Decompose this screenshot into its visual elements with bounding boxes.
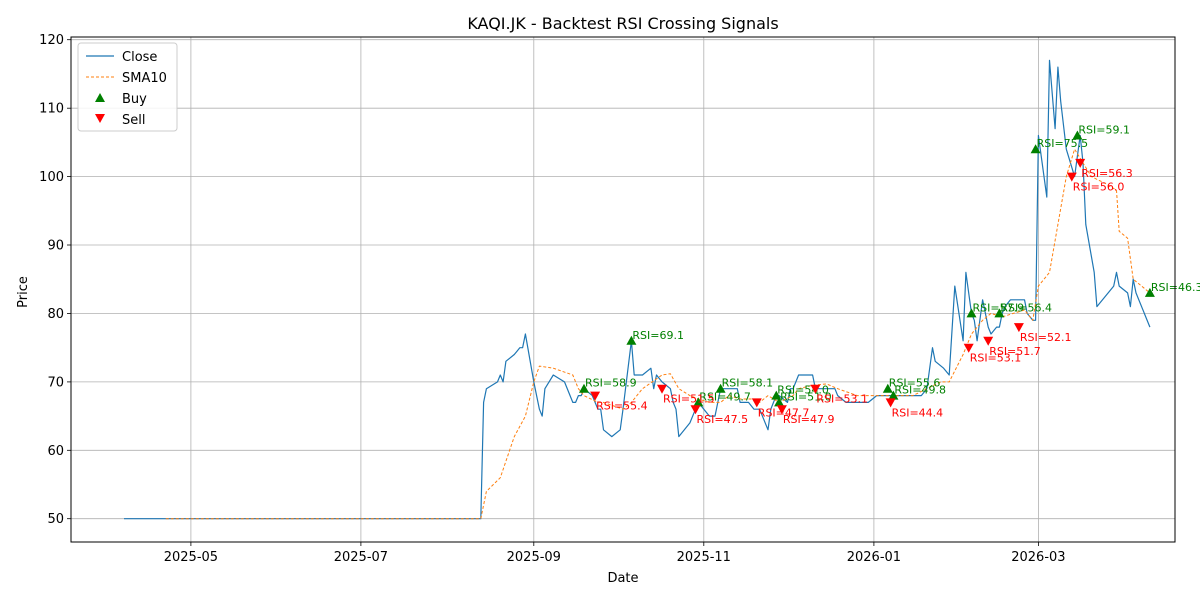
buy-signal-marker — [1072, 130, 1083, 140]
buy-signal-marker — [715, 383, 726, 393]
buy-signal-label: RSI=49.8 — [894, 384, 946, 397]
buy-signal-label: RSI=58.1 — [722, 377, 774, 390]
x-tick-label: 2025-11 — [677, 550, 731, 565]
y-axis-ticks: 50 60 70 80 90 100 110 120 — [39, 33, 71, 527]
buy-signal-marker — [693, 397, 704, 407]
sell-signal-marker — [590, 391, 601, 401]
sell-signal-label: RSI=55.4 — [596, 400, 648, 413]
buy-signal-marker — [994, 308, 1005, 318]
sell-signal-label: RSI=56.0 — [1073, 181, 1125, 194]
y-tick-label: 80 — [47, 307, 64, 322]
legend-sell-label: Sell — [122, 113, 145, 128]
buy-signal-marker — [1144, 287, 1155, 297]
x-tick-label: 2025-05 — [164, 550, 218, 565]
sell-signal-marker — [657, 384, 667, 394]
sell-signal-marker — [1066, 172, 1077, 182]
signal-markers: RSI=58.9RSI=69.1RSI=49.7RSI=58.1RSI=54.0… — [579, 124, 1200, 426]
sell-signal-marker — [751, 398, 762, 408]
buy-signal-label: RSI=59.1 — [1078, 124, 1130, 137]
legend-close-label: Close — [122, 50, 157, 65]
y-tick-label: 120 — [39, 33, 64, 48]
sell-signal-label: RSI=51.5 — [663, 393, 715, 406]
buy-signal-marker — [579, 383, 589, 393]
grid-lines — [71, 37, 1175, 542]
x-tick-label: 2025-07 — [334, 550, 388, 565]
y-axis-title: Price — [16, 276, 31, 308]
sell-signal-label: RSI=53.1 — [970, 352, 1022, 365]
x-tick-label: 2026-03 — [1011, 550, 1065, 565]
buy-signal-marker — [774, 397, 785, 407]
sell-signal-marker — [810, 384, 821, 394]
sell-signal-marker — [776, 405, 787, 415]
chart-title: KAQI.JK - Backtest RSI Crossing Signals — [467, 14, 778, 33]
sell-signal-label: RSI=47.5 — [697, 413, 749, 426]
sell-signal-label: RSI=51.7 — [989, 345, 1041, 358]
buy-signal-label: RSI=49.7 — [699, 390, 751, 403]
y-tick-label: 100 — [39, 170, 64, 185]
x-tick-label: 2025-09 — [507, 550, 561, 565]
buy-signal-marker — [771, 390, 782, 400]
buy-signal-label: RSI=55.6 — [889, 377, 941, 390]
legend-buy-marker — [95, 93, 105, 102]
sell-signal-label: RSI=47.7 — [758, 406, 810, 419]
legend-buy-label: Buy — [122, 92, 147, 107]
sell-signal-label: RSI=52.1 — [1020, 331, 1072, 344]
legend-box — [77, 42, 178, 132]
x-tick-label: 2026-01 — [847, 550, 901, 565]
buy-signal-label: RSI=56.4 — [1000, 301, 1052, 314]
y-tick-label: 60 — [47, 444, 64, 459]
buy-signal-label: RSI=69.1 — [632, 329, 684, 342]
sell-signal-marker — [1013, 323, 1024, 333]
y-tick-label: 90 — [47, 239, 64, 254]
legend-sell-marker — [95, 114, 105, 123]
x-axis-ticks: 2025-05 2025-07 2025-09 2025-11 2026-01 2026-… — [164, 542, 1066, 565]
sell-signal-label: RSI=56.3 — [1081, 167, 1133, 180]
sell-signal-label: RSI=53.1 — [816, 393, 868, 406]
buy-signal-label: RSI=51.0 — [780, 390, 832, 403]
y-tick-label: 110 — [39, 102, 64, 117]
sell-signal-marker — [1075, 158, 1086, 168]
y-tick-label: 70 — [47, 375, 64, 390]
sell-signal-marker — [885, 398, 896, 408]
sma10-series-line — [165, 148, 1151, 520]
buy-signal-marker — [626, 335, 637, 345]
legend: Close SMA10 Buy Sell — [77, 42, 178, 132]
buy-signal-label: RSI=57.9 — [973, 301, 1025, 314]
x-axis-title: Date — [607, 571, 638, 586]
sell-signal-marker — [983, 336, 994, 346]
buy-signal-marker — [1030, 144, 1041, 154]
sell-signal-label: RSI=47.9 — [783, 413, 835, 426]
sell-signal-marker — [690, 405, 701, 415]
buy-signal-label: RSI=58.9 — [585, 377, 637, 390]
plot-frame — [70, 36, 1176, 543]
sell-signal-marker — [963, 343, 974, 353]
legend-sma-label: SMA10 — [122, 71, 167, 86]
y-tick-label: 50 — [47, 512, 64, 527]
buy-signal-marker — [966, 308, 977, 318]
buy-signal-label: RSI=75.5 — [1037, 137, 1089, 150]
buy-signal-marker — [882, 383, 893, 393]
buy-signal-marker — [888, 390, 899, 400]
sell-signal-label: RSI=44.4 — [892, 406, 944, 419]
